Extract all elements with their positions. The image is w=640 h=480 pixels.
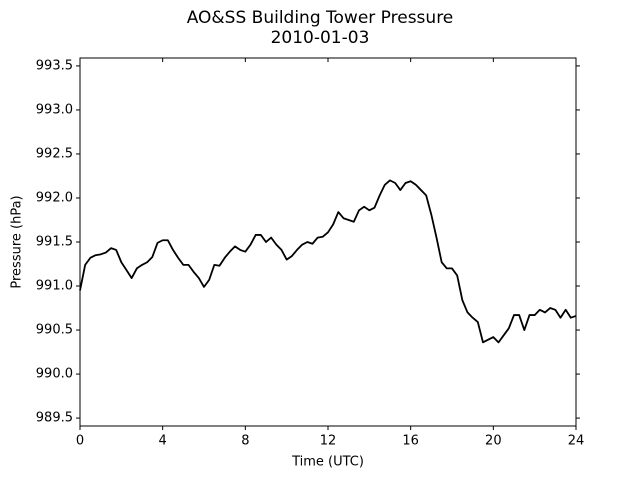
y-tick-label: 990.5 (36, 323, 73, 338)
y-tick-label: 993.5 (36, 58, 73, 73)
chart-subtitle: 2010-01-03 (271, 28, 370, 48)
y-tick-label: 992.0 (36, 190, 73, 205)
y-tick-label: 993.0 (36, 102, 73, 117)
y-tick-label: 991.5 (36, 235, 73, 250)
data-line (79, 179, 577, 344)
y-tick-label: 990.0 (36, 367, 73, 382)
y-tick-label: 991.0 (36, 279, 73, 294)
plot-frame (79, 57, 577, 427)
chart-title: AO&SS Building Tower Pressure (187, 8, 454, 28)
y-axis-label: Pressure (hPa) (10, 195, 25, 288)
x-tick-label: 12 (320, 434, 337, 449)
y-tick-label: 992.5 (36, 146, 73, 161)
x-tick-label: 16 (402, 434, 419, 449)
x-tick-label: 20 (485, 434, 502, 449)
x-axis-label: Time (UTC) (291, 455, 364, 470)
x-tick-label: 8 (241, 434, 249, 449)
y-tick-label: 989.5 (36, 411, 73, 426)
x-tick-label: 0 (76, 434, 84, 449)
x-tick-label: 24 (568, 434, 585, 449)
x-tick-label: 4 (159, 434, 167, 449)
